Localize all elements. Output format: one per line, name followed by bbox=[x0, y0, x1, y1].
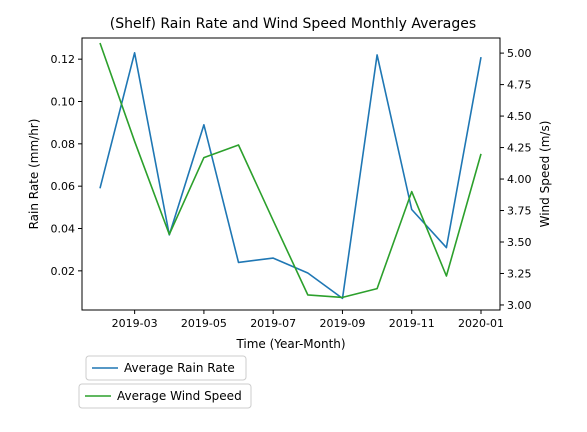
right-y-tick-label: 4.00 bbox=[507, 173, 532, 186]
x-axis: 2019-03 2019-05 2019-07 2019-09 2019-11 2020-… bbox=[112, 310, 504, 330]
legend-wind-speed-label: Average Wind Speed bbox=[117, 389, 242, 403]
right-y-tick-label: 5.00 bbox=[507, 47, 532, 60]
plot-area-frame bbox=[81, 37, 501, 311]
legend-wind-speed: Average Wind Speed bbox=[78, 383, 252, 409]
x-tick-label: 2019-11 bbox=[389, 317, 435, 330]
legend-rain-rate-box bbox=[85, 355, 247, 381]
chart-title: (Shelf) Rain Rate and Wind Speed Monthly… bbox=[110, 16, 476, 32]
left-y-tick-label: 0.06 bbox=[51, 180, 76, 193]
right-y-tick-label: 4.50 bbox=[507, 110, 532, 123]
right-y-tick-label: 4.75 bbox=[507, 79, 532, 92]
left-y-tick-label: 0.10 bbox=[51, 96, 76, 109]
x-axis-label: Time (Year-Month) bbox=[235, 337, 345, 351]
x-tick-label: 2019-09 bbox=[319, 317, 365, 330]
left-y-tick-label: 0.08 bbox=[51, 138, 76, 151]
x-tick-label: 2019-03 bbox=[112, 317, 158, 330]
left-y-tick-label: 0.04 bbox=[51, 223, 76, 236]
right-y-axis-label: Wind Speed (m/s) bbox=[538, 121, 552, 228]
left-y-axis: 0.02 0.04 0.06 0.08 0.10 0.12 bbox=[51, 53, 82, 278]
legend-rain-rate-label: Average Rain Rate bbox=[124, 361, 235, 375]
legend-wind-speed-box bbox=[78, 383, 252, 409]
series-line-average-wind-speed bbox=[99, 42, 482, 299]
left-y-tick-label: 0.12 bbox=[51, 53, 76, 66]
right-y-tick-label: 3.75 bbox=[507, 205, 532, 218]
x-tick-label: 2019-07 bbox=[250, 317, 296, 330]
right-y-tick-label: 3.50 bbox=[507, 236, 532, 249]
series-layer bbox=[99, 42, 482, 300]
right-y-tick-label: 4.25 bbox=[507, 142, 532, 155]
right-y-tick-label: 3.25 bbox=[507, 267, 532, 280]
x-tick-label: 2020-01 bbox=[458, 317, 504, 330]
x-tick-label: 2019-05 bbox=[181, 317, 227, 330]
legend-rain-rate: Average Rain Rate bbox=[85, 355, 247, 381]
right-y-tick-label: 3.00 bbox=[507, 299, 532, 312]
series-line-average-rain-rate bbox=[99, 51, 482, 300]
right-y-axis: 3.00 3.25 3.50 3.75 4.00 4.25 4.50 4.75 5.00 bbox=[500, 47, 532, 312]
left-y-axis-label: Rain Rate (mm/hr) bbox=[27, 119, 41, 230]
left-y-tick-label: 0.02 bbox=[51, 265, 76, 278]
